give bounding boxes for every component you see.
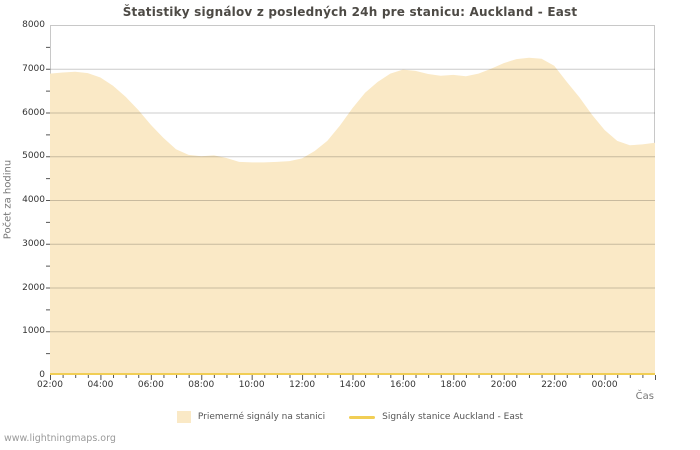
y-tick-label: 5000 bbox=[22, 151, 45, 162]
x-tick-label: 06:00 bbox=[137, 380, 164, 390]
legend-label-average: Priemerné signály na stanici bbox=[197, 412, 326, 422]
legend: Priemerné signály na stanici Signály sta… bbox=[0, 411, 700, 423]
x-tick-label: 02:00 bbox=[37, 380, 63, 390]
y-axis-title: Počet za hodinu bbox=[2, 159, 14, 240]
y-tick-label: 3000 bbox=[22, 238, 45, 249]
y-tick-label: 7000 bbox=[22, 63, 45, 74]
x-tick-label: 20:00 bbox=[490, 380, 517, 390]
y-tick-label: 1000 bbox=[22, 326, 45, 337]
x-tick-label: 14:00 bbox=[339, 380, 366, 390]
line-swatch-icon bbox=[349, 415, 376, 419]
x-tick-label: 18:00 bbox=[440, 380, 467, 390]
y-tick-label: 8000 bbox=[22, 20, 45, 30]
x-tick-label: 22:00 bbox=[541, 380, 568, 390]
legend-item-station: Signály stanice Auckland - East bbox=[349, 412, 523, 422]
x-tick-label: 16:00 bbox=[389, 380, 416, 390]
area-swatch-icon bbox=[176, 411, 191, 423]
legend-label-station: Signály stanice Auckland - East bbox=[382, 412, 524, 422]
x-tick-label: 10:00 bbox=[238, 380, 265, 390]
y-tick-label: 6000 bbox=[22, 107, 45, 118]
legend-item-average: Priemerné signály na stanici bbox=[176, 411, 326, 423]
x-tick-label: 08:00 bbox=[188, 380, 215, 390]
watermark: www.lightningmaps.org bbox=[4, 433, 116, 444]
y-tick-label: 2000 bbox=[22, 282, 45, 293]
x-tick-label: 12:00 bbox=[289, 380, 316, 390]
y-tick-label: 0 bbox=[39, 370, 45, 380]
x-tick-label: 04:00 bbox=[87, 380, 114, 390]
x-axis-title: Čas bbox=[635, 391, 654, 402]
chart-title: Štatistiky signálov z posledných 24h pre… bbox=[122, 5, 578, 19]
y-tick-label: 4000 bbox=[22, 195, 45, 205]
x-tick-label: 00:00 bbox=[591, 380, 618, 390]
average-signals-area bbox=[50, 57, 655, 376]
